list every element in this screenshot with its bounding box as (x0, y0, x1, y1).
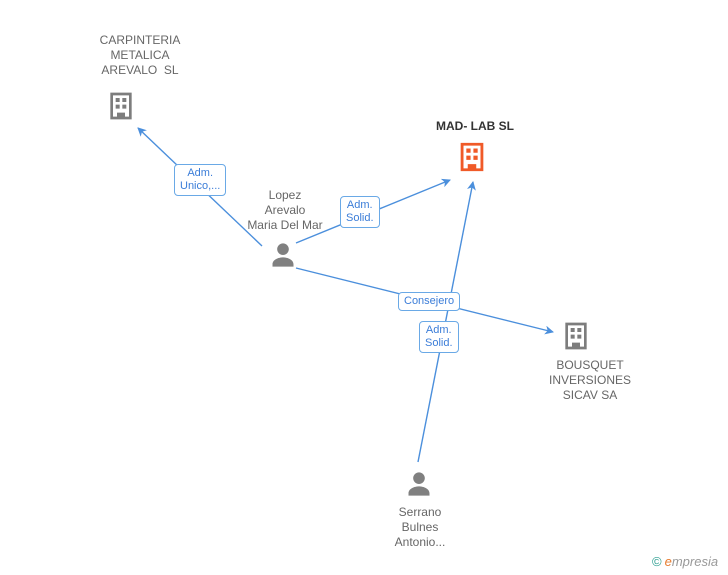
node-label-lopez: Lopez Arevalo Maria Del Mar (225, 188, 345, 233)
building-icon (105, 90, 137, 122)
person-icon (269, 241, 297, 269)
person-icon (405, 470, 433, 498)
building-icon (560, 320, 592, 352)
edge-label-consejero: Consejero (398, 292, 460, 311)
watermark: ©empresia (652, 554, 718, 569)
edge-label-adm-unico: Adm. Unico,... (174, 164, 226, 196)
copyright-icon: © (652, 554, 662, 569)
building-icon (455, 140, 489, 174)
watermark-brand-first: e (665, 554, 672, 569)
node-label-madlab: MAD- LAB SL (415, 119, 535, 134)
edge-label-adm-solid-2: Adm. Solid. (419, 321, 459, 353)
diagram-canvas: CARPINTERIA METALICA AREVALO SL MAD- LAB… (0, 0, 728, 575)
edge-label-adm-solid-1: Adm. Solid. (340, 196, 380, 228)
watermark-brand-rest: mpresia (672, 554, 718, 569)
node-label-bousquet: BOUSQUET INVERSIONES SICAV SA (530, 358, 650, 403)
node-label-serrano: Serrano Bulnes Antonio... (360, 505, 480, 550)
edges-layer (0, 0, 728, 575)
node-label-carpinteria: CARPINTERIA METALICA AREVALO SL (80, 33, 200, 78)
